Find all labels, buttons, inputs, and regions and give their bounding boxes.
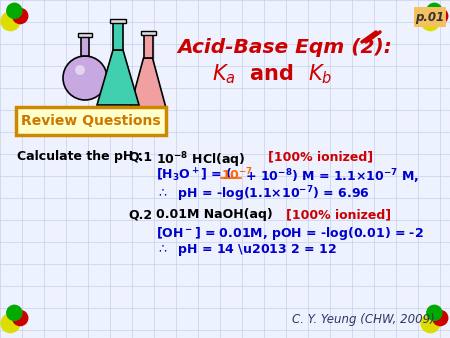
- Circle shape: [75, 65, 85, 75]
- Text: $\mathbf{[OH^-]}$ = 0.01M, pOH = -log(0.01) = -2: $\mathbf{[OH^-]}$ = 0.01M, pOH = -log(0.…: [156, 225, 424, 242]
- Text: [100% ionized]: [100% ionized]: [268, 150, 373, 163]
- FancyBboxPatch shape: [414, 7, 446, 27]
- Text: Review Questions: Review Questions: [21, 114, 161, 128]
- Circle shape: [13, 311, 28, 325]
- Circle shape: [421, 12, 440, 31]
- Text: Calculate the pH :: Calculate the pH :: [17, 150, 143, 163]
- Text: Q.1: Q.1: [128, 150, 152, 163]
- Text: p.01: p.01: [415, 10, 445, 24]
- Circle shape: [427, 3, 442, 18]
- Circle shape: [7, 305, 22, 320]
- Text: Acid-Base Eqm (2):: Acid-Base Eqm (2):: [178, 38, 392, 57]
- Circle shape: [1, 314, 20, 333]
- Circle shape: [432, 311, 448, 325]
- Circle shape: [63, 56, 107, 100]
- Text: Q.2: Q.2: [128, 208, 152, 221]
- Circle shape: [427, 305, 442, 320]
- Text: [100% ionized]: [100% ionized]: [286, 208, 391, 221]
- Circle shape: [13, 8, 28, 24]
- Polygon shape: [130, 58, 166, 108]
- Text: $\mathit{K}_{a}$  and  $\mathit{K}_{b}$: $\mathit{K}_{a}$ and $\mathit{K}_{b}$: [212, 62, 332, 86]
- Bar: [110, 19, 126, 23]
- Bar: [144, 34, 153, 58]
- Bar: [140, 31, 156, 35]
- Bar: [81, 36, 89, 56]
- Polygon shape: [97, 50, 139, 105]
- Text: + $\mathbf{10^{-8}}$) M = 1.1×$\mathbf{10^{-7}}$ M,: + $\mathbf{10^{-8}}$) M = 1.1×$\mathbf{1…: [241, 167, 419, 186]
- Text: 0.01M NaOH(aq): 0.01M NaOH(aq): [156, 208, 273, 221]
- Bar: [113, 22, 123, 50]
- Text: $\mathbf{[H_3O^+]}$ = (: $\mathbf{[H_3O^+]}$ = (: [156, 167, 232, 185]
- Text: C. Y. Yeung (CHW, 2009): C. Y. Yeung (CHW, 2009): [292, 313, 435, 326]
- Circle shape: [7, 3, 22, 18]
- Text: $\therefore$  pH = 14 \u2013 2 = 12: $\therefore$ pH = 14 \u2013 2 = 12: [156, 242, 337, 258]
- Bar: [78, 33, 92, 37]
- Circle shape: [1, 12, 20, 31]
- Circle shape: [421, 314, 440, 333]
- Text: $\therefore$  pH = -log(1.1×$\mathbf{10^{-7}}$) = 6.96: $\therefore$ pH = -log(1.1×$\mathbf{10^{…: [156, 184, 370, 203]
- Circle shape: [432, 8, 448, 24]
- FancyBboxPatch shape: [16, 107, 166, 135]
- Text: $\mathbf{10^{-8}}$ HCl(aq): $\mathbf{10^{-8}}$ HCl(aq): [156, 150, 245, 170]
- Text: $\mathbf{10^{-7}}$: $\mathbf{10^{-7}}$: [221, 167, 253, 184]
